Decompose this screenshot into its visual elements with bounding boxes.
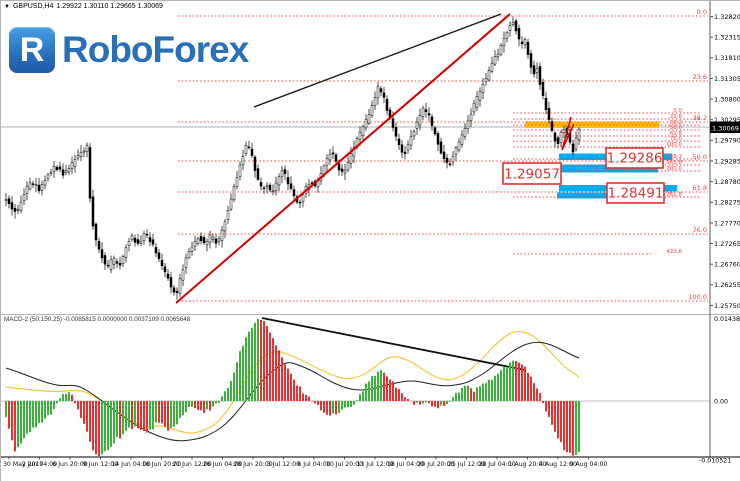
svg-text:1.26255: 1.26255 xyxy=(714,281,740,289)
svg-text:423.6: 423.6 xyxy=(666,249,682,255)
macd-slow-line xyxy=(6,331,579,433)
svg-text:0.00: 0.00 xyxy=(714,398,728,405)
roboforex-logo-text: RoboForex xyxy=(62,29,248,71)
svg-text:0.0: 0.0 xyxy=(697,8,707,16)
svg-text:1.26760: 1.26760 xyxy=(714,261,740,269)
svg-text:1.30800: 1.30800 xyxy=(714,95,740,103)
svg-text:1.29057: 1.29057 xyxy=(504,167,560,183)
roboforex-logo: R RoboForex xyxy=(9,27,248,73)
roboforex-logo-icon: R xyxy=(9,27,55,73)
macd-indicator-label: MACD-2 (50,150,25) -0.0085815 0.0000000 … xyxy=(4,316,190,323)
svg-text:9 Aug 04:00: 9 Aug 04:00 xyxy=(570,461,608,468)
svg-text:1.28275: 1.28275 xyxy=(714,199,740,207)
svg-text:38.2: 38.2 xyxy=(693,114,707,122)
svg-text:61.8: 61.8 xyxy=(693,184,707,192)
svg-text:100.0: 100.0 xyxy=(666,142,682,148)
chart-titlebar: ▼ GBPUSD,H4 1.29922 1.30110 1.29665 1.30… xyxy=(4,3,163,10)
macd-histogram xyxy=(5,319,580,456)
macd-signal-line xyxy=(6,342,579,440)
svg-text:1.32820: 1.32820 xyxy=(714,13,740,21)
svg-text:1.30069: 1.30069 xyxy=(712,124,739,132)
macd-trendline xyxy=(262,318,525,370)
svg-text:1.32315: 1.32315 xyxy=(714,34,740,42)
svg-text:1.25750: 1.25750 xyxy=(714,302,740,310)
svg-text:1.28780: 1.28780 xyxy=(714,178,740,186)
svg-text:23.6: 23.6 xyxy=(693,73,707,81)
svg-text:1.31305: 1.31305 xyxy=(714,75,740,83)
svg-text:1.29285: 1.29285 xyxy=(714,157,740,165)
svg-text:1.28491: 1.28491 xyxy=(608,186,664,202)
svg-text:100.0: 100.0 xyxy=(688,293,707,301)
symbol-title: GBPUSD,H4 xyxy=(13,3,53,10)
svg-text:261.8: 261.8 xyxy=(666,192,682,198)
svg-text:1.27265: 1.27265 xyxy=(714,240,740,248)
svg-text:1.27770: 1.27770 xyxy=(714,219,740,227)
svg-text:1.31810: 1.31810 xyxy=(714,54,740,62)
svg-text:76.0: 76.0 xyxy=(693,226,707,234)
svg-text:200.0: 200.0 xyxy=(666,166,682,172)
svg-text:1.29286: 1.29286 xyxy=(607,151,663,167)
svg-text:50.0: 50.0 xyxy=(693,153,707,161)
svg-text:-0.010521: -0.010521 xyxy=(699,458,731,465)
ohlc-readout: 1.29922 1.30110 1.29665 1.30069 xyxy=(56,3,163,10)
symbol-dropdown-icon[interactable]: ▼ xyxy=(4,4,10,10)
svg-text:0.014389: 0.014389 xyxy=(714,316,740,323)
svg-text:3 Jul 12:00: 3 Jul 12:00 xyxy=(267,461,300,468)
svg-text:1.29790: 1.29790 xyxy=(714,137,740,145)
